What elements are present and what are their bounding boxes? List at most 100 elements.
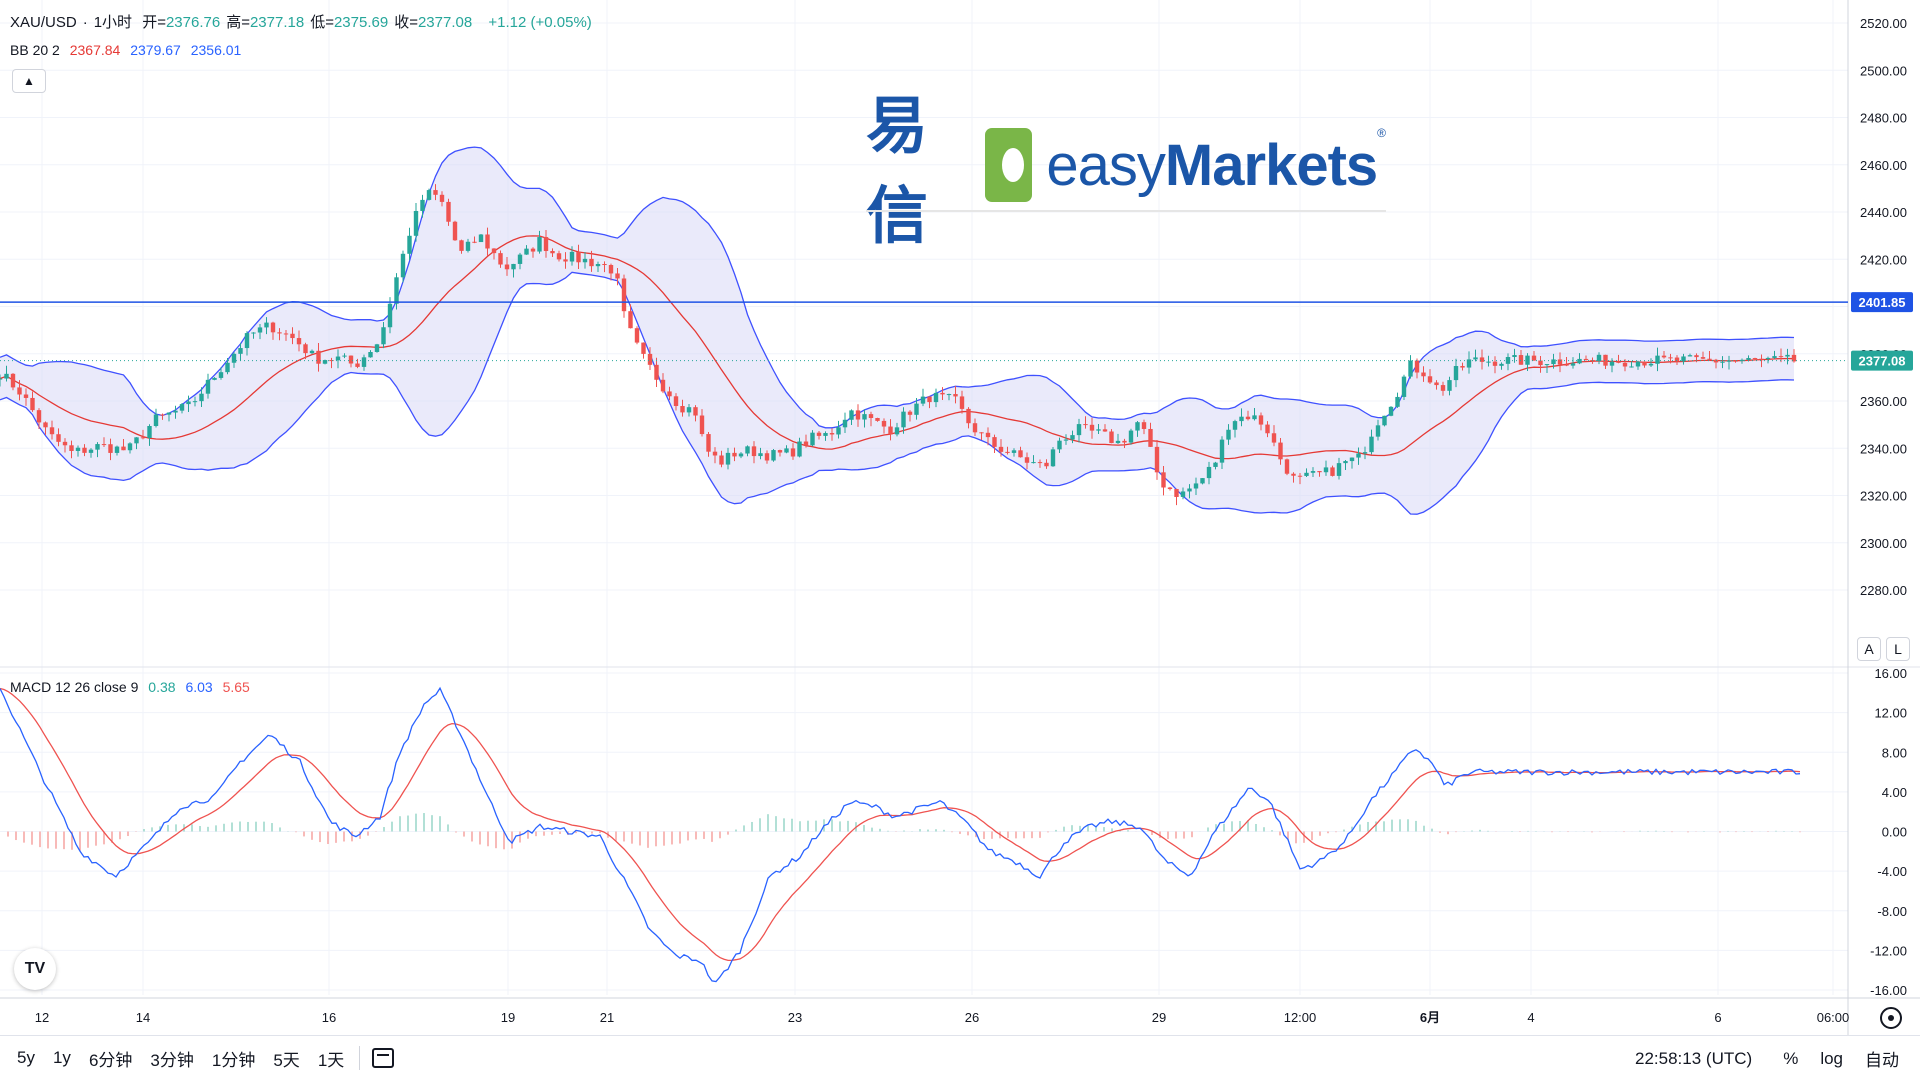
log-scale-toggle[interactable]: log [1820, 1048, 1843, 1068]
candle-body [355, 363, 360, 367]
candle [1661, 351, 1667, 359]
macd-indicator-name[interactable]: MACD 12 26 close 9 [10, 679, 139, 695]
candle-body [634, 328, 640, 343]
chart-canvas[interactable]: 2520.00 2500.00 2480.00 2460.00 2440.00 2420.… [0, 0, 1920, 1035]
candle-body [1466, 359, 1472, 368]
logo-chinese-text: 易信 [866, 89, 931, 252]
candle [1310, 467, 1316, 477]
candle-body [1044, 462, 1049, 467]
candle-body [1122, 440, 1127, 443]
candle [595, 261, 601, 273]
candle [1492, 356, 1498, 374]
candle-body [1141, 422, 1147, 429]
candle [615, 268, 620, 286]
candle-body [348, 355, 354, 364]
candle-body [1759, 358, 1764, 360]
candle [803, 434, 809, 448]
candle [303, 342, 308, 360]
candle [1596, 352, 1602, 365]
candle [192, 396, 198, 407]
candle-body [985, 432, 991, 438]
candle [1297, 472, 1303, 485]
candle-body [270, 322, 276, 333]
utc-clock[interactable]: 22:58:13 (UTC) [1635, 1048, 1753, 1068]
candle-body [166, 412, 172, 415]
candle-body [628, 311, 633, 329]
candle [1642, 361, 1647, 368]
candle-body [1791, 354, 1797, 362]
candle [108, 438, 113, 461]
candle-body [836, 427, 841, 435]
candle-body [1096, 429, 1101, 431]
auto-scale-button[interactable]: A [1857, 637, 1881, 661]
bb-indicator-name[interactable]: BB 20 2 [10, 42, 60, 58]
candle-body [498, 253, 503, 265]
candle-body [1161, 472, 1166, 488]
candle-body [816, 432, 822, 436]
candle-body [56, 434, 61, 442]
timeframe-button[interactable]: 5天 [273, 1050, 300, 1070]
candle-body [901, 411, 906, 428]
candle [543, 229, 549, 258]
legend-collapse-button[interactable]: ▲ [12, 69, 46, 93]
candle [680, 399, 685, 417]
time-axis-label: 06:00 [1817, 1010, 1850, 1025]
candle-body [1635, 361, 1641, 367]
candle-body [1369, 436, 1374, 453]
candle [264, 317, 269, 335]
candle-body [420, 199, 425, 211]
candle [699, 409, 705, 437]
candle [316, 342, 321, 372]
candle-body [946, 394, 952, 396]
candle-body [1226, 429, 1231, 440]
timeframe-button[interactable]: 1分钟 [211, 1050, 256, 1070]
candle-body [881, 420, 887, 427]
candle [1271, 425, 1277, 447]
candle [914, 397, 919, 420]
candle [725, 447, 731, 470]
candle [1570, 357, 1576, 369]
gear-icon[interactable] [1880, 1007, 1902, 1029]
time-axis-label: 12:00 [1284, 1010, 1317, 1025]
timeframe-button[interactable]: 1天 [317, 1050, 345, 1070]
candle-body [920, 396, 926, 404]
interval-label[interactable]: 1小时 [93, 14, 133, 31]
symbol-name[interactable]: XAU/USD [10, 14, 77, 31]
candle [1161, 465, 1166, 496]
calendar-icon[interactable] [372, 1048, 395, 1068]
macd-axis-label: -16.00 [1870, 983, 1907, 998]
candle-body [1031, 462, 1036, 464]
candle [1421, 366, 1426, 382]
candle-body [1310, 471, 1316, 473]
candle-body [732, 452, 737, 457]
candle-body [1460, 366, 1465, 368]
candle [836, 420, 841, 439]
candle-body [1213, 462, 1218, 467]
timeframe-button[interactable]: 3分钟 [150, 1050, 194, 1070]
candle [446, 198, 451, 226]
log-scale-button[interactable]: L [1886, 637, 1910, 661]
timeframe-button[interactable]: 5y [17, 1048, 35, 1067]
candle [1239, 408, 1244, 427]
candle [751, 441, 757, 464]
macd-signal-value: 5.65 [222, 679, 250, 695]
candle [901, 407, 906, 434]
candle-body [1421, 372, 1426, 377]
candle-body [1609, 361, 1615, 366]
timeframe-button[interactable]: 1y [52, 1048, 71, 1067]
macd-axis-label: 12.00 [1874, 706, 1907, 721]
ohlc-value: 2377.18 [249, 14, 305, 31]
macd-axis-label: 0.00 [1882, 825, 1907, 840]
tradingview-logo-icon[interactable]: TV [14, 948, 56, 990]
percent-scale-toggle[interactable]: % [1783, 1048, 1799, 1068]
candle-body [251, 332, 256, 334]
candle-body [595, 264, 601, 267]
candle [1265, 421, 1270, 438]
auto-scale-toggle[interactable]: 自动 [1865, 1051, 1899, 1070]
candle [1772, 350, 1777, 359]
candle-body [218, 372, 224, 378]
candle [1720, 356, 1725, 369]
timeframe-button[interactable]: 6分钟 [88, 1050, 133, 1070]
candle [1629, 361, 1634, 368]
candle-body [1336, 463, 1342, 476]
